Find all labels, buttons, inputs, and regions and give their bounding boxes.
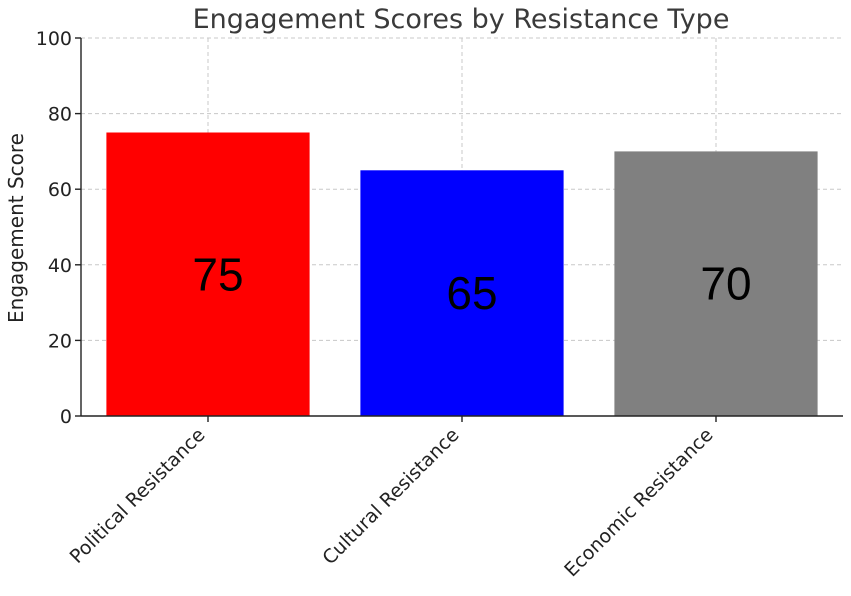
- bar: [106, 132, 310, 416]
- y-tick-label: 60: [48, 179, 72, 201]
- x-ticks: Political Resistance Cultural Resistance E…: [66, 416, 718, 581]
- data-labels: 75 65 70: [192, 248, 751, 319]
- y-tick-label: 0: [60, 406, 72, 428]
- bar-value-label: 70: [700, 258, 751, 310]
- y-axis-label: Engagement Score: [4, 133, 28, 323]
- y-tick-label: 40: [48, 255, 72, 277]
- x-tick-label: Economic Resistance: [560, 424, 717, 581]
- y-tick-label: 100: [36, 28, 72, 50]
- chart-title: Engagement Scores by Resistance Type: [193, 4, 730, 35]
- bar: [614, 151, 818, 416]
- y-ticks: 0 20 40 60 80 100: [36, 28, 81, 428]
- x-tick-label: Political Resistance: [66, 424, 210, 568]
- y-tick-label: 80: [48, 104, 72, 126]
- bar: [360, 170, 564, 416]
- y-tick-label: 20: [48, 330, 72, 352]
- bars: [106, 132, 818, 416]
- bar-value-label: 75: [192, 248, 243, 300]
- x-tick-label: Cultural Resistance: [318, 424, 463, 569]
- bar-value-label: 65: [446, 267, 497, 319]
